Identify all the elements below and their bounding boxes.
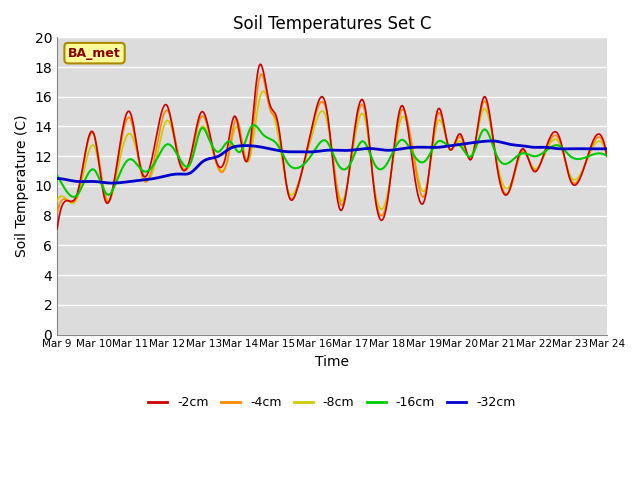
-32cm (378, 147, 386, 153)
-4cm (303, 149, 310, 155)
-32cm (488, 138, 495, 144)
-2cm (53, 226, 61, 232)
-32cm (53, 176, 61, 181)
-16cm (304, 157, 312, 163)
Line: -8cm: -8cm (57, 91, 607, 209)
-2cm (378, 217, 386, 223)
Line: -32cm: -32cm (57, 141, 607, 183)
-4cm (150, 156, 158, 161)
-2cm (256, 61, 264, 67)
-16cm (250, 122, 257, 128)
-8cm (260, 88, 268, 94)
Text: BA_met: BA_met (68, 47, 121, 60)
-32cm (603, 146, 611, 152)
-4cm (378, 213, 385, 219)
-32cm (468, 140, 476, 145)
-16cm (469, 151, 477, 157)
-16cm (379, 166, 387, 171)
X-axis label: Time: Time (315, 355, 349, 369)
-4cm (422, 188, 430, 194)
-4cm (379, 212, 387, 217)
Y-axis label: Soil Temperature (C): Soil Temperature (C) (15, 115, 29, 257)
-8cm (53, 198, 61, 204)
-2cm (303, 147, 310, 153)
-4cm (195, 120, 202, 126)
Title: Soil Temperatures Set C: Soil Temperatures Set C (233, 15, 431, 33)
-16cm (70, 194, 77, 200)
-16cm (152, 159, 159, 165)
-16cm (603, 153, 611, 159)
-2cm (421, 195, 429, 201)
-8cm (422, 184, 430, 190)
-8cm (469, 150, 477, 156)
-32cm (421, 144, 429, 150)
-8cm (303, 152, 310, 157)
Line: -2cm: -2cm (57, 64, 607, 229)
-32cm (196, 162, 204, 168)
-4cm (603, 153, 611, 159)
-4cm (469, 151, 477, 156)
Line: -4cm: -4cm (57, 74, 607, 216)
Legend: -2cm, -4cm, -8cm, -16cm, -32cm: -2cm, -4cm, -8cm, -16cm, -32cm (143, 391, 520, 414)
-8cm (603, 153, 611, 159)
-32cm (108, 180, 116, 186)
-4cm (257, 71, 265, 77)
Line: -16cm: -16cm (57, 125, 607, 197)
-32cm (152, 175, 159, 181)
-2cm (603, 153, 611, 159)
-2cm (468, 155, 476, 161)
-16cm (422, 157, 430, 163)
-2cm (150, 144, 158, 149)
-32cm (303, 149, 310, 155)
-16cm (196, 130, 204, 135)
-8cm (379, 205, 387, 211)
-16cm (53, 173, 61, 179)
-4cm (53, 210, 61, 216)
-2cm (195, 116, 202, 122)
-8cm (378, 206, 385, 212)
-8cm (150, 163, 158, 169)
-8cm (195, 131, 202, 136)
